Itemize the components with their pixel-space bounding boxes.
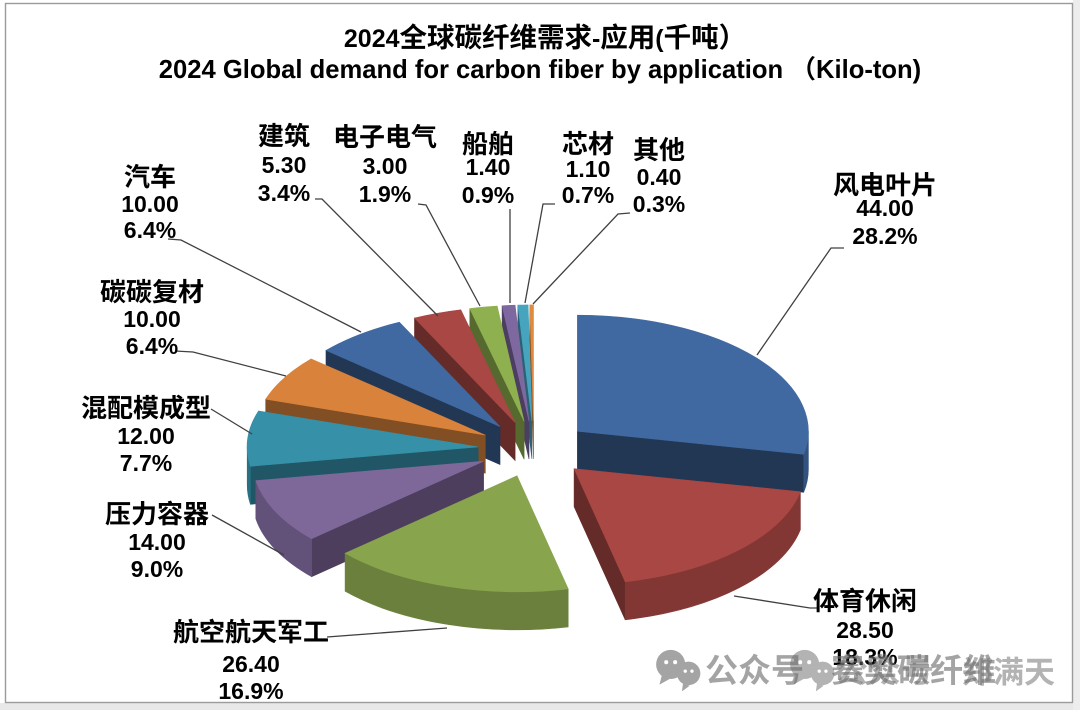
svg-text:44.00: 44.00 [856, 195, 914, 221]
svg-text:9.0%: 9.0% [131, 556, 183, 582]
svg-text:3.00: 3.00 [363, 153, 408, 179]
svg-text:16.9%: 16.9% [218, 678, 283, 704]
svg-text:5.30: 5.30 [262, 152, 307, 178]
svg-text:0.9%: 0.9% [462, 182, 514, 208]
svg-text:1.10: 1.10 [566, 156, 611, 182]
svg-text:28.2%: 28.2% [852, 223, 917, 249]
svg-text:1.40: 1.40 [466, 154, 511, 180]
svg-text:0.3%: 0.3% [633, 191, 685, 217]
svg-text:2024 Global demand for carbon: 2024 Global demand for carbon fiber by a… [159, 56, 783, 84]
svg-text:1.9%: 1.9% [359, 181, 411, 207]
svg-text:28.50: 28.50 [836, 617, 894, 643]
svg-text:6.4%: 6.4% [124, 217, 176, 243]
svg-text:Kilo-ton): Kilo-ton) [816, 56, 921, 84]
svg-text:0.40: 0.40 [637, 164, 682, 190]
svg-text:3.4%: 3.4% [258, 180, 310, 206]
svg-text:10.00: 10.00 [123, 306, 181, 332]
svg-text:14.00: 14.00 [128, 529, 186, 555]
svg-text:12.00: 12.00 [117, 423, 175, 449]
svg-text:0.7%: 0.7% [562, 182, 614, 208]
svg-text:2024: 2024 [344, 25, 400, 53]
svg-text:-: - [592, 25, 600, 53]
svg-text:7.7%: 7.7% [120, 450, 172, 476]
svg-text:26.40: 26.40 [222, 651, 280, 677]
svg-text:6.4%: 6.4% [126, 333, 178, 359]
svg-text:10.00: 10.00 [121, 191, 179, 217]
svg-text:(: ( [655, 25, 664, 53]
